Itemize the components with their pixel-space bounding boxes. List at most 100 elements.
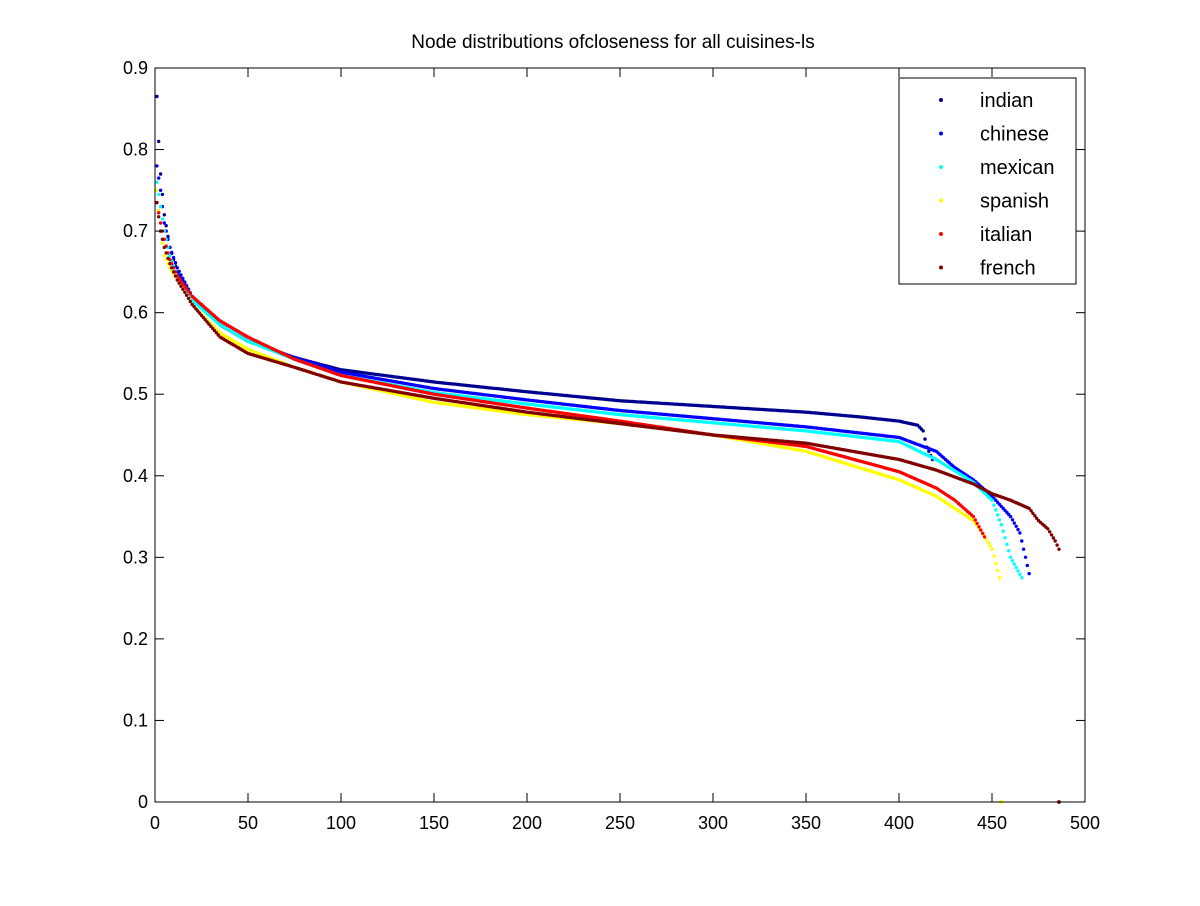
data-point	[1008, 514, 1013, 519]
data-point	[188, 292, 192, 296]
data-point	[979, 528, 983, 532]
data-point	[177, 281, 181, 285]
data-point	[1034, 516, 1039, 520]
x-tick-label: 350	[791, 813, 821, 833]
data-point	[1046, 527, 1050, 531]
legend-marker-italian	[939, 232, 943, 236]
data-point	[1027, 571, 1031, 576]
legend-label-italian: italian	[980, 224, 1032, 246]
data-point	[994, 561, 998, 566]
legend-marker-spanish	[939, 198, 943, 203]
data-point	[184, 287, 189, 291]
data-point	[170, 250, 174, 255]
data-point	[923, 437, 927, 441]
data-point	[157, 215, 161, 219]
data-point	[1051, 536, 1056, 540]
data-point	[977, 525, 981, 529]
data-point	[183, 290, 187, 294]
data-point	[160, 217, 165, 221]
data-point	[921, 429, 925, 433]
chart-title: Node distributions ofcloseness for all c…	[411, 32, 814, 53]
data-point	[1005, 542, 1009, 546]
data-point	[990, 547, 994, 551]
x-tick-label: 200	[512, 813, 542, 833]
plot-area	[155, 94, 1061, 804]
data-point	[162, 213, 166, 217]
data-point	[992, 503, 996, 507]
legend-marker-indian	[939, 98, 943, 102]
x-tick-label: 50	[238, 813, 258, 833]
data-point	[1023, 555, 1028, 559]
data-point	[183, 284, 187, 288]
data-point	[990, 498, 994, 502]
data-point	[166, 234, 170, 239]
data-point	[1018, 531, 1022, 535]
data-point	[997, 518, 1002, 522]
x-tick-label: 250	[605, 813, 635, 833]
data-point	[173, 261, 178, 265]
data-point	[995, 513, 1000, 517]
data-point	[160, 192, 165, 197]
y-tick-label: 0.8	[123, 140, 148, 160]
data-point	[188, 299, 192, 304]
y-tick-label: 0.2	[123, 629, 148, 649]
data-point	[179, 273, 183, 277]
data-point	[158, 188, 163, 192]
data-point	[184, 293, 189, 297]
data-point	[999, 523, 1003, 527]
data-point	[1016, 569, 1020, 573]
data-point	[1010, 518, 1015, 522]
data-point	[177, 269, 181, 274]
data-point	[179, 284, 183, 288]
data-point	[984, 537, 989, 542]
data-point	[171, 255, 176, 260]
data-point	[181, 287, 185, 291]
data-point	[157, 176, 161, 180]
x-tick-label: 100	[326, 813, 356, 833]
data-point	[982, 535, 987, 539]
data-point	[1016, 527, 1020, 532]
legend-box	[898, 77, 1077, 285]
data-point	[168, 253, 172, 258]
y-tick-label: 0.3	[123, 547, 148, 567]
data-point	[158, 204, 163, 209]
y-tick-label: 0.1	[123, 710, 148, 730]
y-tick-label: 0.7	[123, 221, 148, 241]
series-mexican	[155, 180, 1024, 580]
data-point	[186, 296, 191, 301]
data-point	[997, 576, 1002, 580]
data-point	[162, 245, 166, 250]
data-point	[1025, 563, 1030, 568]
x-tick-label: 150	[419, 813, 449, 833]
data-point	[981, 531, 985, 536]
data-point	[197, 311, 202, 315]
data-point	[1012, 521, 1016, 525]
data-point	[1053, 539, 1057, 543]
x-tick-label: 500	[1070, 813, 1100, 833]
legend-marker-french	[939, 265, 943, 270]
data-point	[170, 266, 174, 270]
data-point	[1018, 572, 1022, 576]
data-point	[190, 302, 194, 307]
x-tick-label: 300	[698, 813, 728, 833]
data-point	[1012, 562, 1016, 566]
data-point	[155, 200, 159, 205]
data-point	[1020, 576, 1024, 580]
data-point	[186, 289, 191, 293]
data-point	[173, 274, 178, 278]
data-point	[988, 544, 992, 548]
data-point	[1010, 559, 1015, 563]
data-point	[1048, 530, 1052, 534]
data-point	[199, 313, 204, 318]
data-point	[158, 221, 163, 225]
data-point	[164, 224, 168, 228]
legend: indian chinese mexican spanish italian french	[898, 77, 1077, 285]
y-tick-label: 0	[138, 792, 148, 812]
data-point	[986, 541, 990, 545]
data-point	[160, 241, 165, 245]
data-point	[1055, 543, 1059, 547]
data-point	[155, 94, 159, 99]
data-point	[155, 180, 159, 184]
